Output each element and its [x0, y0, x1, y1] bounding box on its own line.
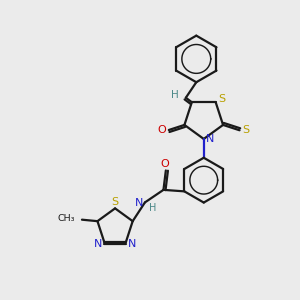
Text: H: H — [149, 203, 156, 213]
Text: N: N — [206, 134, 214, 144]
Text: N: N — [135, 198, 143, 208]
Text: H: H — [171, 90, 178, 100]
Text: N: N — [128, 239, 136, 249]
Text: S: S — [242, 125, 250, 135]
Text: CH₃: CH₃ — [58, 214, 75, 223]
Text: O: O — [161, 160, 170, 170]
Text: O: O — [158, 125, 167, 135]
Text: S: S — [219, 94, 226, 104]
Text: N: N — [94, 239, 103, 249]
Text: S: S — [111, 197, 118, 207]
